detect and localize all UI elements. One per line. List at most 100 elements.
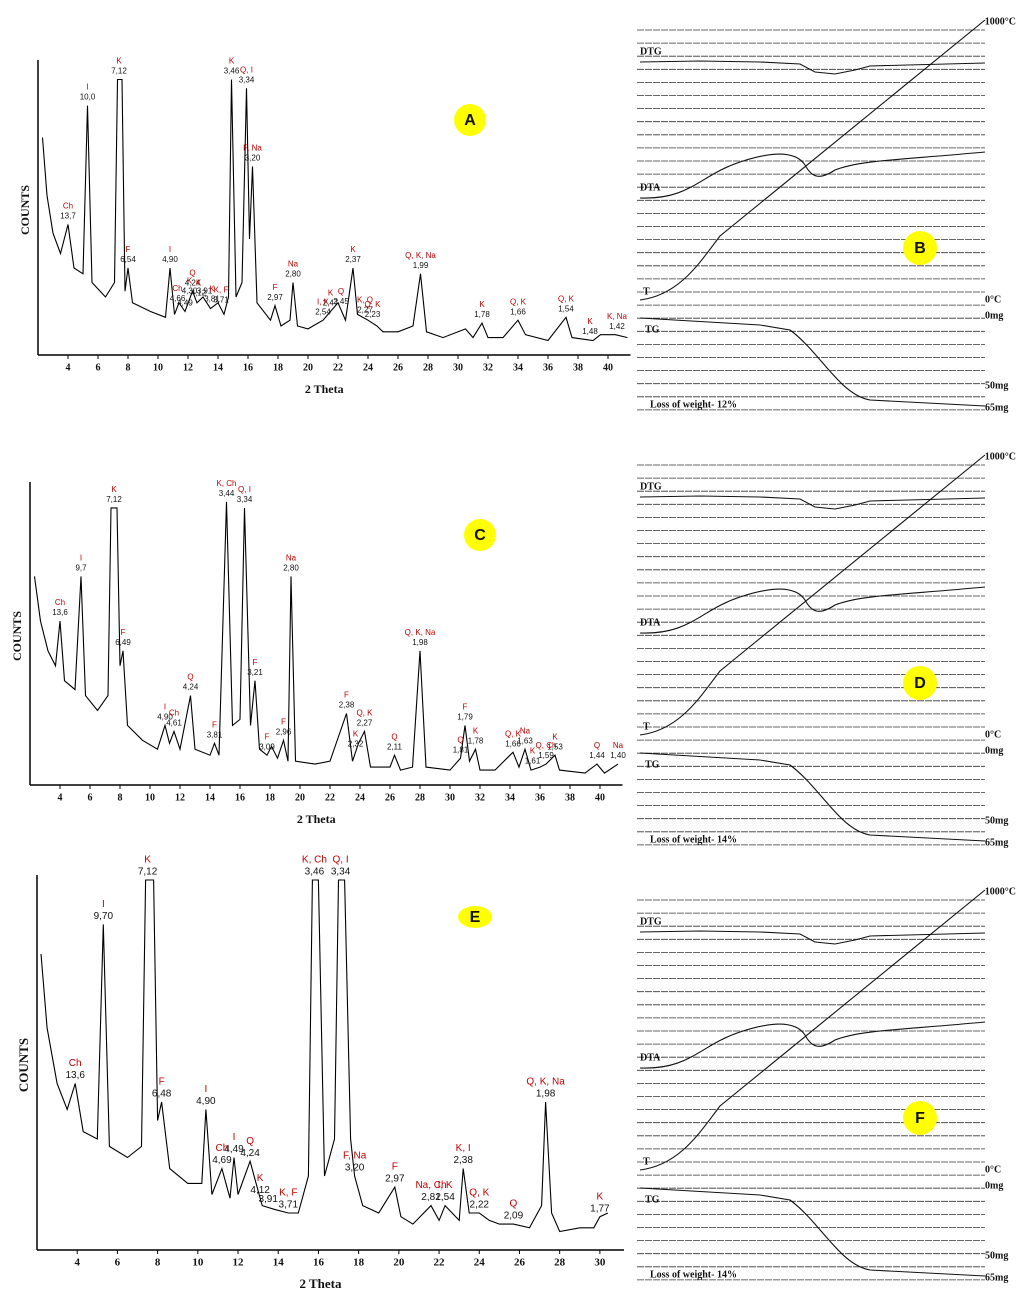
weight-loss: Loss of weight- 14% [650,1269,737,1280]
x-tick-label: 30 [594,1257,606,1269]
peak-phase: K, F [279,1188,297,1199]
peak-d-spacing: 2,54 [435,1192,455,1203]
peak-d-spacing: 1,59 [538,751,554,760]
peak-d-spacing: 4,30 [182,286,198,295]
peak-d-spacing: 9,7 [75,564,87,573]
x-tick-label: 6 [115,1257,121,1269]
t-label: T [643,1156,650,1167]
peak-d-spacing: 4,90 [196,1096,216,1107]
mass-0: 0mg [985,1180,1003,1191]
x-tick-label: 36 [543,362,553,373]
x-tick-label: 14 [273,1257,285,1269]
peak-phase: K [473,726,479,735]
peak-phase: Q, I [332,855,348,866]
tg-label: TG [645,324,660,335]
peak-phase: Q [246,1136,254,1147]
peak-phase: K [111,485,117,494]
peak-phase: Q, K, Na [526,1077,565,1088]
peak-phase: Q, K [364,300,381,309]
peak-phase: Q, K [510,297,527,306]
peak-phase: K [187,276,193,285]
peak-phase: I [233,1132,236,1143]
peak-d-spacing: 4,66 [170,294,186,303]
peak-phase: K [229,57,235,66]
peak-phase: K [144,855,151,866]
thermal-curve [639,60,986,75]
panel-letter: D [914,675,926,692]
peak-phase: K [530,747,536,756]
x-tick-label: 12 [183,362,193,373]
temperature-max: 1000°C [985,886,1016,897]
peak-phase: K, Ch [302,855,327,866]
thermal-panel: 1000°C DTG DTA T 0°C 0mg TG 50mg Loss of weight-… [637,16,1016,413]
peak-d-spacing: 1,48 [582,327,598,336]
peak-phase: Na [613,741,624,750]
peak-phase: I [164,703,166,712]
peak-d-spacing: 3,34 [239,75,255,84]
peak-d-spacing: 2,97 [385,1174,405,1185]
peak-phase: F [344,691,349,700]
temperature-min: 0°C [985,1164,1001,1175]
peak-phase: Q, K [356,708,373,717]
peak-phase: K [587,317,593,326]
peak-phase: K [353,729,359,738]
peak-d-spacing: 3,21 [247,668,263,677]
peak-d-spacing: 1,78 [468,736,484,745]
x-axis-label: 2 Theta [297,812,336,826]
peak-phase: Q [510,1199,518,1210]
x-tick-label: 12 [233,1257,245,1269]
panel-badge [903,231,937,265]
x-tick-label: 32 [475,792,485,803]
peak-d-spacing: 1,61 [525,757,541,766]
weight-loss: Loss of weight- 12% [650,399,737,410]
x-tick-label: 16 [313,1257,325,1269]
peak-phase: K [328,289,334,298]
peak-phase: K [257,1173,264,1184]
peak-d-spacing: 10,0 [80,93,96,102]
peak-d-spacing: 2,38 [339,701,355,710]
peak-d-spacing: 3,91 [258,1194,278,1205]
dta-label: DTA [640,182,661,193]
peak-phase: Q, I [238,485,251,494]
peak-phase: K [209,285,215,294]
peak-d-spacing: 2,45 [333,297,349,306]
x-tick-label: 30 [453,362,463,373]
peak-d-spacing: 4,49 [177,299,193,308]
peak-d-spacing: 13,6 [52,608,68,617]
x-tick-label: 18 [353,1257,365,1269]
x-tick-label: 24 [474,1257,486,1269]
peak-d-spacing: 2,38 [453,1155,473,1166]
x-tick-label: 4 [74,1257,80,1269]
peak-d-spacing: 3,46 [224,67,240,76]
peak-d-spacing: 4,12 [191,288,207,297]
thermal-curve [639,151,986,199]
peak-phase: Q, Ch [536,741,557,750]
mass-50: 50mg [985,380,1008,391]
peak-d-spacing: 2,27 [357,306,373,315]
x-tick-label: 26 [385,792,395,803]
peak-phase: Q, K, Na [405,251,436,260]
thermal-curve [639,586,986,634]
peak-phase: F [212,720,217,729]
peak-d-spacing: 1,44 [589,751,605,760]
temperature-max: 1000°C [985,451,1016,462]
x-axis-label: 2 Theta [299,1276,342,1291]
peak-phase: Ch [172,284,182,293]
x-tick-label: 24 [363,362,373,373]
peak-phase: Q [594,741,600,750]
peak-d-spacing: 7,12 [138,867,158,878]
x-tick-label: 20 [303,362,313,373]
peak-phase: K [350,245,356,254]
peak-d-spacing: 1,54 [558,304,574,313]
peak-phase: I, K [317,297,330,306]
panel-badge [903,1101,937,1135]
tg-label: TG [645,759,660,770]
peak-phase: K, F [214,286,229,295]
x-tick-label: 28 [415,792,425,803]
peak-d-spacing: 1,40 [610,751,626,760]
peak-d-spacing: 3,46 [305,867,325,878]
peak-d-spacing: 3,91 [197,286,213,295]
peak-d-spacing: 2,11 [387,742,403,751]
peak-d-spacing: 6,49 [115,638,131,647]
peak-d-spacing: 1,81 [453,745,469,754]
